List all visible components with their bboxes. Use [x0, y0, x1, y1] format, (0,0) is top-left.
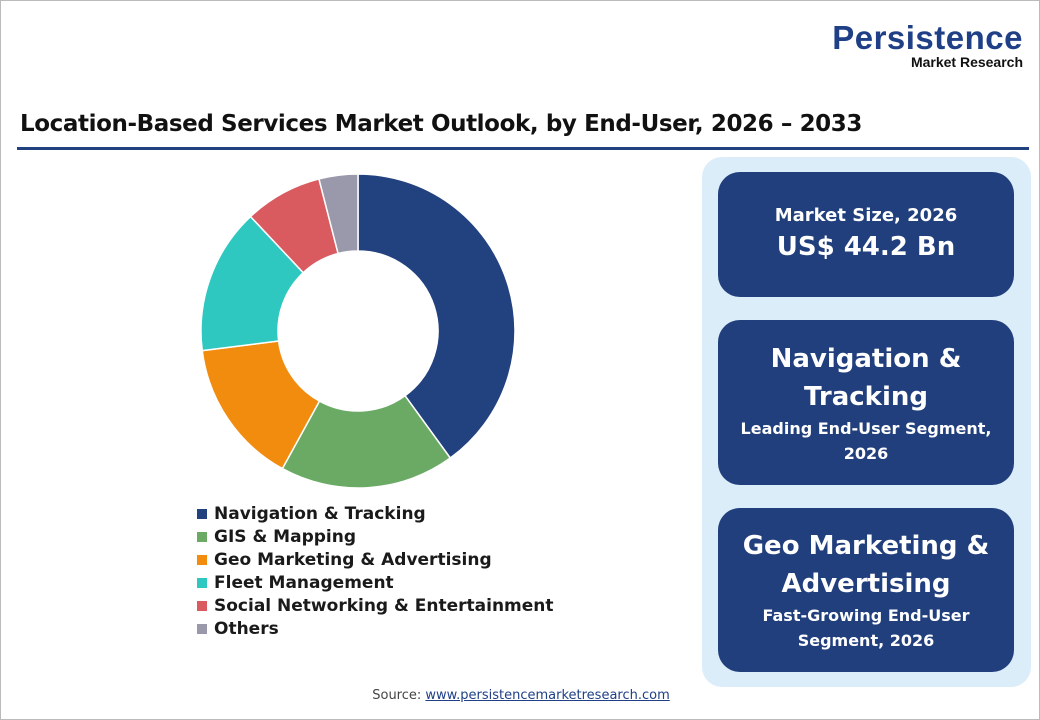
legend: Navigation & Tracking GIS & Mapping Geo Ma…: [197, 502, 554, 640]
market-size-label: Market Size, 2026: [774, 205, 958, 226]
leading-segment-label: Leading End-User Segment, 2026: [740, 418, 992, 463]
market-size-value: US$ 44.2 Bn: [776, 232, 956, 262]
legend-item: GIS & Mapping: [197, 525, 554, 548]
legend-swatch: [197, 623, 207, 634]
legend-swatch: [197, 600, 207, 611]
legend-label: GIS & Mapping: [214, 526, 357, 547]
logo-line1: Persistence: [832, 19, 1023, 56]
title-divider: [17, 147, 1029, 150]
legend-swatch: [197, 531, 207, 542]
leading-segment-card: Navigation & Tracking Leading End-User S…: [718, 320, 1014, 485]
legend-label: Social Networking & Entertainment: [214, 595, 554, 616]
legend-swatch: [197, 508, 207, 519]
legend-label: Navigation & Tracking: [214, 503, 426, 524]
fast-growing-segment-label: Fast-Growing End-User Segment, 2026: [762, 606, 970, 650]
legend-label: Others: [214, 618, 279, 639]
fast-growing-card: Geo Marketing & Advertising Fast-Growing…: [718, 508, 1014, 672]
donut-slice-gis-mapping: [281, 394, 452, 489]
legend-swatch: [197, 577, 207, 588]
logo-line2: Market Research: [910, 54, 1023, 70]
source-label: Source:: [372, 688, 426, 703]
legend-item: Social Networking & Entertainment: [197, 594, 554, 617]
donut-slice-navigation-tracking: [357, 173, 516, 460]
legend-label: Geo Marketing & Advertising: [214, 549, 492, 570]
legend-swatch: [197, 554, 207, 565]
highlights-panel: Market Size, 2026 US$ 44.2 Bn Navigation…: [702, 157, 1031, 687]
source-link[interactable]: www.persistencemarketresearch.com: [425, 688, 670, 703]
market-size-card: Market Size, 2026 US$ 44.2 Bn: [718, 172, 1014, 297]
chart-title: Location-Based Services Market Outlook, …: [20, 111, 862, 137]
legend-item: Geo Marketing & Advertising: [197, 548, 554, 571]
fast-growing-segment-name: Geo Marketing & Advertising: [742, 531, 990, 599]
legend-item: Navigation & Tracking: [197, 502, 554, 525]
logo: Persistence Market Research: [832, 19, 1023, 70]
donut-chart: [200, 173, 516, 489]
legend-label: Fleet Management: [214, 572, 394, 593]
legend-item: Others: [197, 617, 554, 640]
source: Source: www.persistencemarketresearch.co…: [1, 688, 1039, 703]
leading-segment-name: Navigation & Tracking: [770, 343, 962, 412]
legend-item: Fleet Management: [197, 571, 554, 594]
donut-slice-others: [318, 173, 359, 255]
